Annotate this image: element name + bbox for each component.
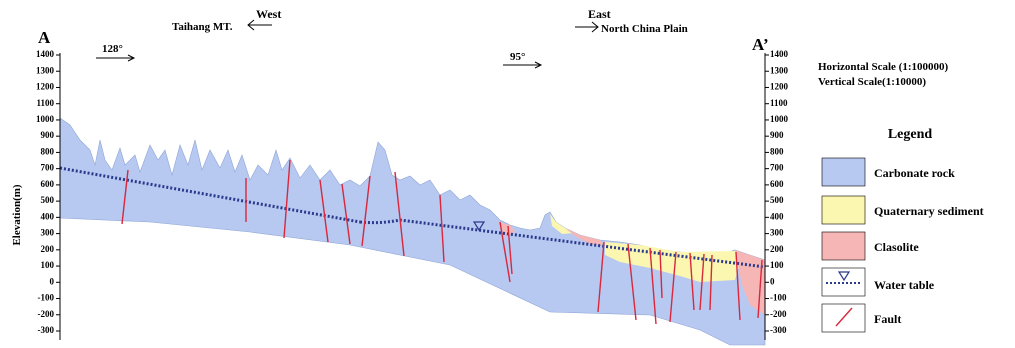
y-tick-label: 200 <box>770 244 784 254</box>
y-tick-label: 1000 <box>770 114 789 124</box>
axis-label: Elevation(m) <box>11 184 23 245</box>
y-tick-label: 800 <box>770 146 784 156</box>
y-tick-label: 600 <box>41 179 55 189</box>
direction-arrow <box>575 22 598 32</box>
y-tick-label: 1400 <box>36 49 55 59</box>
y-tick-label: 100 <box>770 260 784 270</box>
dip-label: 95° <box>510 51 525 63</box>
y-tick-label: 300 <box>41 228 55 238</box>
legend-item: Clasolite <box>874 240 919 254</box>
y-tick-label: 100 <box>41 260 55 270</box>
legend-item: Fault <box>874 312 901 326</box>
y-tick-label: 0 <box>770 276 775 286</box>
place-label: North China Plain <box>601 23 688 35</box>
y-tick-label: 800 <box>41 146 55 156</box>
legend-swatch <box>822 158 865 186</box>
direction-arrow <box>248 20 272 30</box>
y-tick-label: 600 <box>770 179 784 189</box>
y-tick-label: 900 <box>770 130 784 140</box>
legend-swatch <box>822 196 865 224</box>
y-tick-label: 700 <box>770 163 784 173</box>
legend-title: Legend <box>888 127 933 142</box>
y-tick-label: 400 <box>770 211 784 221</box>
y-tick-label: 0 <box>50 276 55 286</box>
y-tick-label: -200 <box>770 309 787 319</box>
section <box>60 118 765 345</box>
legend-item: Carbonate rock <box>874 166 955 180</box>
y-tick-label: -300 <box>770 325 787 335</box>
y-tick-label: -300 <box>38 325 55 335</box>
y-tick-label: 1000 <box>36 114 55 124</box>
place-label: Taihang MT. <box>172 21 233 33</box>
y-tick-label: -100 <box>38 293 55 303</box>
y-tick-label: 1400 <box>770 49 789 59</box>
legend-item: Quaternary sediment <box>874 204 984 218</box>
y-tick-label: 500 <box>41 195 55 205</box>
y-tick-label: 1300 <box>770 65 789 75</box>
legend-item: Water table <box>874 278 935 292</box>
y-tick-label: 1100 <box>770 98 788 108</box>
y-tick-label: -200 <box>38 309 55 319</box>
y-tick-label: 1300 <box>36 65 55 75</box>
y-tick-label: 1200 <box>770 82 789 92</box>
y-tick-label: 900 <box>41 130 55 140</box>
y-tick-label: 400 <box>41 211 55 221</box>
y-tick-label: 500 <box>770 195 784 205</box>
y-tick-label: 300 <box>770 228 784 238</box>
y-tick-label: -100 <box>770 293 787 303</box>
y-tick-label: 1200 <box>36 82 55 92</box>
dip-label: 128° <box>102 43 123 55</box>
y-tick-label: 200 <box>41 244 55 254</box>
scale-text: Vertical Scale(1:10000) <box>818 76 926 88</box>
y-tick-label: 700 <box>41 163 55 173</box>
end-label: A’ <box>752 35 769 54</box>
legend-swatch <box>822 232 865 260</box>
y-tick-label: 1100 <box>36 98 54 108</box>
carbonate-rock <box>60 118 765 345</box>
cross-section: 1400140013001300120012001100110010001000… <box>0 0 1015 348</box>
scale-text: Horizontal Scale (1:100000) <box>818 61 948 73</box>
direction-label: West <box>256 7 281 21</box>
end-label: A <box>38 28 51 47</box>
direction-label: East <box>588 7 611 21</box>
